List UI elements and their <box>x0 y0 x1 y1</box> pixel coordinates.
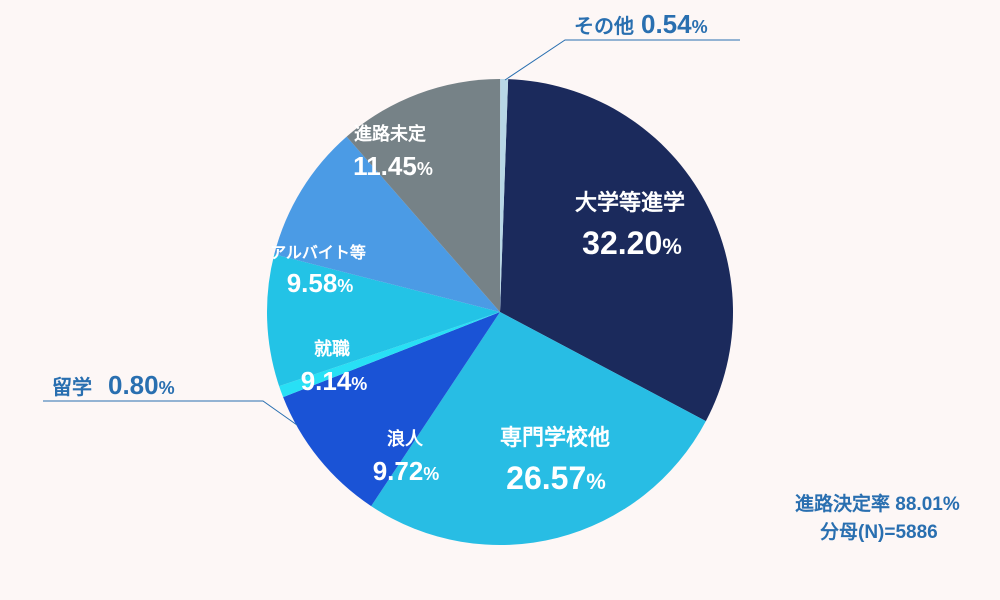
footer-line: 進路決定率 88.01% <box>795 492 960 515</box>
slice-label: 大学等進学 <box>575 190 685 215</box>
slice-label: 専門学校他 <box>500 425 610 450</box>
slice-label: 留学 <box>52 375 92 399</box>
slice-label: 就職 <box>314 338 350 359</box>
slice-label: 浪人 <box>387 428 424 449</box>
footer-line: 分母(N)=5886 <box>820 521 938 543</box>
slice-label: 進路未定 <box>354 123 426 144</box>
slice-label: アルバイト等 <box>270 243 366 262</box>
pie-chart <box>267 79 733 545</box>
slice-label: その他 <box>574 14 634 38</box>
